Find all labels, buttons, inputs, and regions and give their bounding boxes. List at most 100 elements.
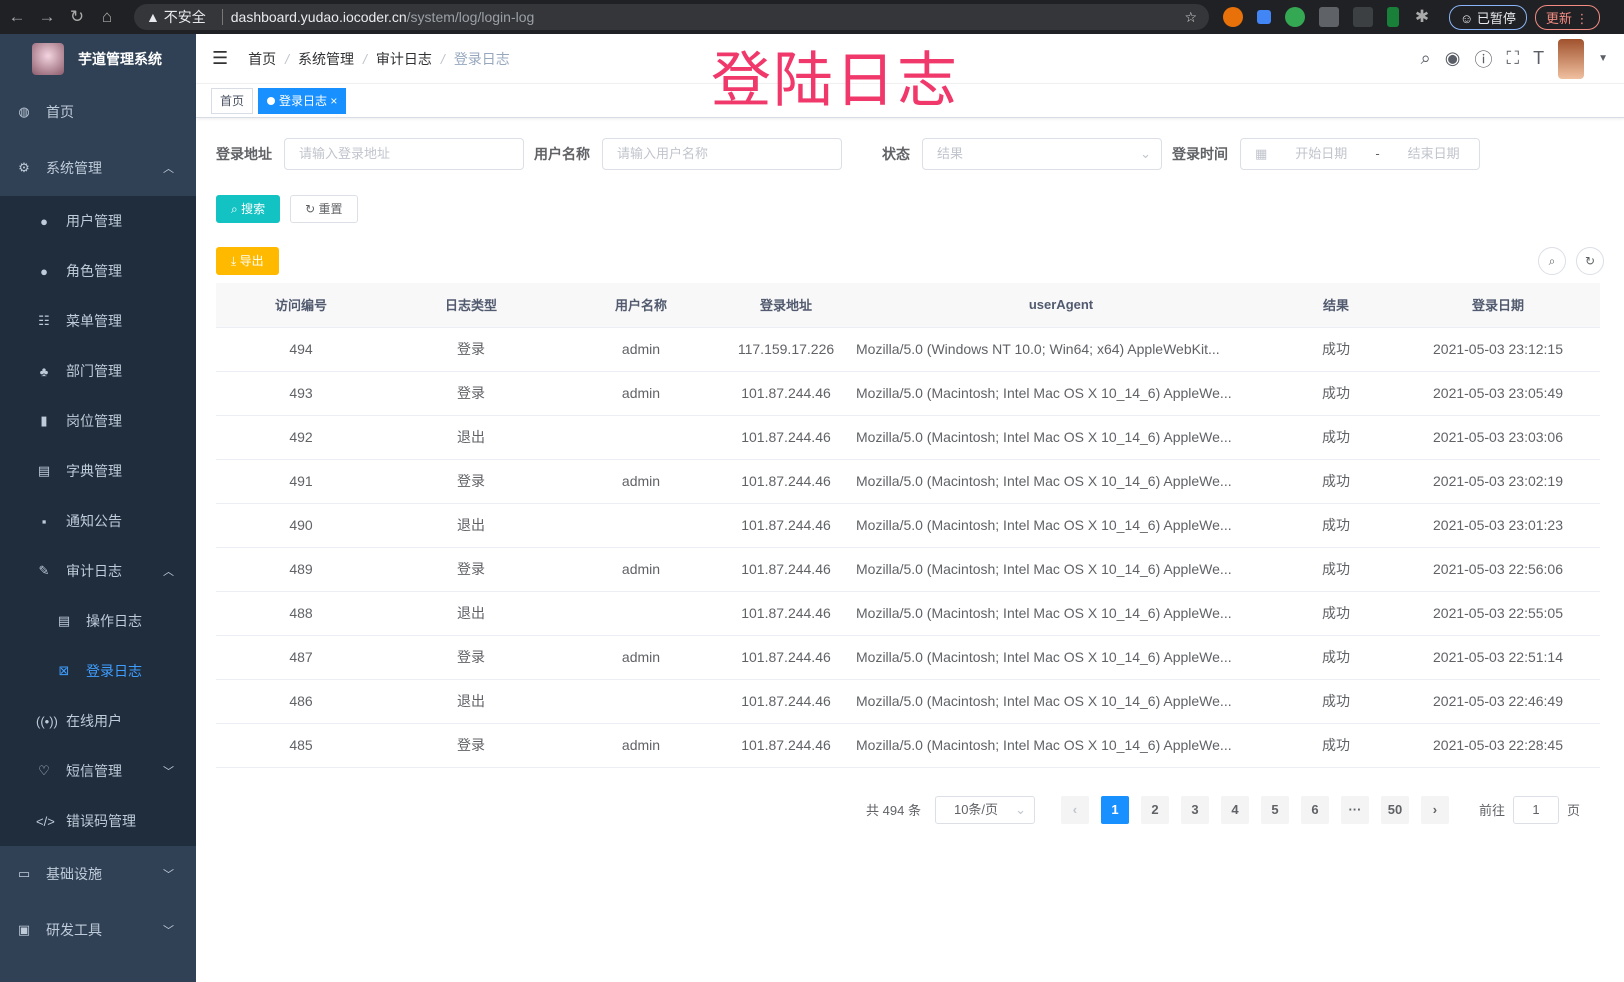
bookmark-star-icon[interactable]: ☆ <box>1184 8 1197 25</box>
page-button[interactable]: 5 <box>1260 795 1289 824</box>
user-icon: ● <box>40 213 48 229</box>
logininfor-icon: ⊠ <box>58 663 70 678</box>
tag-home[interactable]: 首页 <box>211 87 254 114</box>
forward-icon[interactable]: → <box>38 7 56 26</box>
page-button[interactable]: 3 <box>1180 795 1209 824</box>
sidebar-item-sms[interactable]: ♡ 短信管理 ﹀ <box>0 746 196 796</box>
export-button[interactable]: ⤓ 导出 <box>216 247 279 275</box>
extension-icon[interactable] <box>1387 7 1399 27</box>
profile-button[interactable]: ☺ 已暂停 <box>1449 4 1527 30</box>
table-cell: 成功 <box>1276 635 1396 680</box>
extension-icon[interactable] <box>1257 10 1271 24</box>
table-row: 491 登录 admin 101.87.244.46 Mozilla/5.0 (Maci… <box>216 459 1600 504</box>
reset-button[interactable]: ↻ 重置 <box>290 195 358 223</box>
sidebar-item-online-user[interactable]: ((•)) 在线用户 <box>36 713 122 729</box>
page-button[interactable]: 6 <box>1300 795 1329 824</box>
sidebar-item-error-code[interactable]: </> 错误码管理 <box>36 813 136 829</box>
sidebar-item-system[interactable]: ⚙ 系统管理 ︿ <box>0 140 196 196</box>
tag-login-log[interactable]: 登录日志 × <box>258 87 347 114</box>
column-header: 日志类型 <box>386 283 556 328</box>
back-icon[interactable]: ← <box>8 7 26 26</box>
username-input[interactable]: 请输入用户名称 <box>602 138 842 170</box>
table-row: 490 退出 101.87.244.46 Mozilla/5.0 (Macintosh… <box>216 503 1600 548</box>
sidebar-item-user[interactable]: ● 用户管理 <box>0 196 196 246</box>
table-cell: 493 <box>216 371 386 416</box>
update-button[interactable]: 更新 ⋮ <box>1534 4 1600 30</box>
extension-icon[interactable] <box>1285 7 1305 27</box>
validcode-icon: ♡ <box>38 763 50 778</box>
goto-page-input[interactable]: 1 <box>1512 795 1559 824</box>
total-count: 共 494 条 <box>866 803 921 818</box>
table-cell: 490 <box>216 503 386 548</box>
sidebar-item-tool[interactable]: ▣ 研发工具 ﹀ <box>17 922 174 938</box>
github-icon[interactable]: ◉ <box>1444 48 1461 68</box>
table-row: 493 登录 admin 101.87.244.46 Mozilla/5.0 (Maci… <box>216 371 1600 416</box>
table-cell: 退出 <box>386 415 556 460</box>
page-button[interactable]: 1 <box>1100 795 1129 824</box>
tree-table-icon: ☷ <box>38 313 50 328</box>
table-cell: 487 <box>216 635 386 680</box>
hamburger-icon[interactable]: ☰ <box>212 48 229 68</box>
table-cell: 登录 <box>386 723 556 768</box>
logo[interactable]: 芋道管理系统 <box>0 34 196 84</box>
date-range-picker[interactable]: ▦ 开始日期 - 结束日期 <box>1240 138 1480 170</box>
page-button[interactable]: ··· <box>1340 795 1369 824</box>
avatar[interactable] <box>1558 38 1585 79</box>
address-bar[interactable]: ▲ 不安全 dashboard.yudao.iocoder.cn/system/… <box>134 4 1209 30</box>
sidebar-item-notice[interactable]: ▪ 通知公告 <box>0 496 196 546</box>
table-cell: 退出 <box>386 503 556 548</box>
login-ip-input[interactable]: 请输入登录地址 <box>284 138 524 170</box>
fullscreen-icon[interactable]: ⛶ <box>1506 48 1520 68</box>
tags-view: 首页 登录日志 × <box>196 84 1624 118</box>
page-button[interactable]: 50 <box>1380 795 1409 824</box>
puzzle-icon[interactable]: ✱ <box>1414 7 1430 26</box>
next-page-button[interactable]: › <box>1420 795 1449 824</box>
caret-down-icon[interactable]: ▼ <box>1598 53 1608 64</box>
extension-icon[interactable] <box>1319 7 1339 27</box>
extension-icon[interactable] <box>1223 7 1243 27</box>
chevron-down-icon: ﹀ <box>163 766 174 778</box>
refresh-button[interactable]: ↻ <box>1576 247 1604 275</box>
page-button[interactable]: 4 <box>1220 795 1249 824</box>
question-icon[interactable]: ⓘ <box>1474 49 1493 70</box>
sidebar-item-home[interactable]: ◍ 首页 <box>0 84 196 140</box>
table-cell: 2021-05-03 23:03:06 <box>1396 415 1600 460</box>
toggle-search-button[interactable]: ⌕ <box>1538 247 1566 275</box>
search-button[interactable]: ⌕ 搜索 <box>216 195 281 223</box>
sidebar-item-dept[interactable]: ♣ 部门管理 <box>0 346 196 396</box>
sidebar-item-operate-log[interactable]: ▤ 操作日志 <box>57 613 142 629</box>
table-cell: 101.87.244.46 <box>726 503 846 548</box>
extension-icon[interactable] <box>1353 7 1373 27</box>
table-cell: 成功 <box>1276 723 1396 768</box>
prev-page-button[interactable]: ‹ <box>1060 795 1089 824</box>
home-icon[interactable]: ⌂ <box>101 7 113 26</box>
page-size-select[interactable]: 10条/页 ⌄ <box>934 795 1035 824</box>
status-select[interactable]: 结果 ⌄ <box>922 138 1162 170</box>
font-size-icon[interactable]: T <box>1533 48 1545 68</box>
reload-icon[interactable]: ↻ <box>69 7 85 26</box>
breadcrumb-item[interactable]: 首页 <box>248 50 277 67</box>
sidebar-item-audit-log[interactable]: ✎ 审计日志 ︿ <box>0 546 196 596</box>
breadcrumb-item[interactable]: 系统管理 <box>298 50 355 67</box>
table-cell: admin <box>556 459 726 504</box>
breadcrumb-item[interactable]: 审计日志 <box>375 50 432 67</box>
table-cell: 101.87.244.46 <box>726 635 846 680</box>
sidebar-item-menu[interactable]: ☷ 菜单管理 <box>0 296 196 346</box>
page-button[interactable]: 2 <box>1140 795 1169 824</box>
table-cell: 2021-05-03 22:55:05 <box>1396 591 1600 636</box>
chevron-down-icon: ﹀ <box>163 869 174 881</box>
close-icon[interactable]: × <box>330 93 338 108</box>
sidebar-item-post[interactable]: ▮ 岗位管理 <box>0 396 196 446</box>
sidebar-item-dict[interactable]: ▤ 字典管理 <box>37 463 122 479</box>
table-row: 485 登录 admin 101.87.244.46 Mozilla/5.0 (Maci… <box>216 723 1600 768</box>
table-cell: 成功 <box>1276 415 1396 460</box>
sidebar-item-role[interactable]: ● 角色管理 <box>0 246 196 296</box>
sidebar-item-login-log[interactable]: ⊠ 登录日志 <box>0 646 196 696</box>
breadcrumb-item: 登录日志 <box>453 50 510 67</box>
search-icon[interactable]: ⌕ <box>1420 48 1431 68</box>
table-cell <box>556 591 726 636</box>
sidebar-item-infra[interactable]: ▭ 基础设施 ﹀ <box>17 866 174 882</box>
security-warning[interactable]: ▲ 不安全 <box>146 9 206 25</box>
column-header: 登录日期 <box>1396 283 1600 328</box>
table-row: 486 退出 101.87.244.46 Mozilla/5.0 (Macintosh… <box>216 679 1600 724</box>
